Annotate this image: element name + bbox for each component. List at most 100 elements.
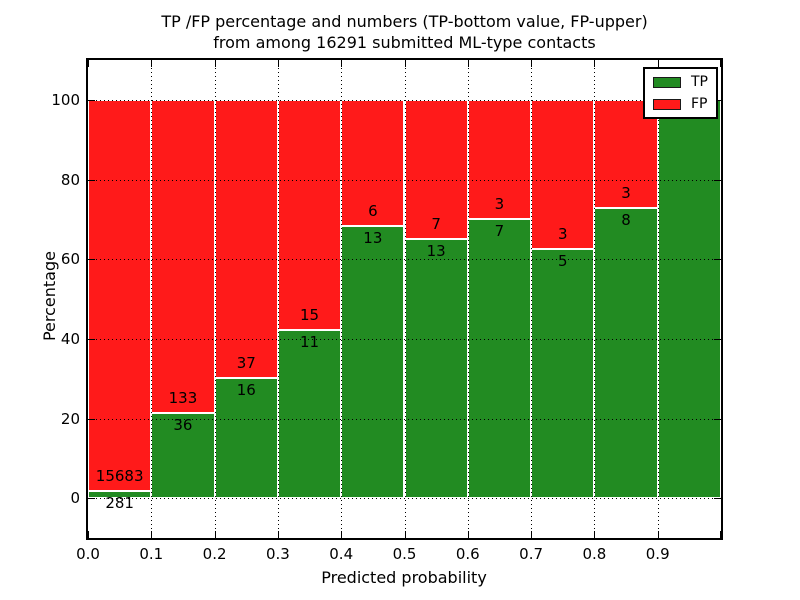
x-tick-label: 0.9 xyxy=(645,545,670,563)
fp-count-label: 7 xyxy=(431,215,441,234)
y-axis-label: Percentage xyxy=(40,251,59,342)
legend-tp-label: TP xyxy=(691,74,708,90)
y-tick-mark xyxy=(714,338,721,340)
y-tick-mark xyxy=(88,498,95,500)
y-tick-mark xyxy=(88,259,95,261)
fp-count-label: 3 xyxy=(494,195,505,214)
y-tick-mark xyxy=(714,418,721,420)
tp-count-label: 16 xyxy=(236,380,256,399)
bar-fp-segment xyxy=(214,99,278,378)
tp-count-label: 13 xyxy=(363,228,383,247)
bar-tp-segment xyxy=(467,219,532,499)
fp-count-label: 15 xyxy=(300,305,320,324)
bar-fp-segment xyxy=(151,99,215,414)
bar-fp-segment xyxy=(341,99,405,226)
v-gridline xyxy=(594,60,596,538)
x-axis-label: Predicted probability xyxy=(321,568,487,587)
bar-tp-segment xyxy=(277,329,342,499)
x-tick-mark xyxy=(404,60,406,67)
x-tick-label: 0.5 xyxy=(392,545,417,563)
bar-tp-segment xyxy=(341,225,405,499)
bar-tp-segment xyxy=(88,491,152,499)
x-tick-label: 0.0 xyxy=(76,545,100,563)
x-tick-mark xyxy=(151,60,153,67)
fp-count-label: 15683 xyxy=(95,467,144,486)
legend: TP FP xyxy=(643,67,718,119)
x-tick-mark xyxy=(277,60,279,67)
x-tick-label: 0.1 xyxy=(139,545,164,563)
x-tick-mark xyxy=(594,60,596,67)
x-tick-mark xyxy=(277,531,279,538)
x-tick-mark xyxy=(151,531,153,538)
fp-count-label: 133 xyxy=(168,389,198,408)
y-tick-mark xyxy=(88,99,95,101)
x-tick-mark xyxy=(88,531,89,538)
v-gridline xyxy=(404,60,406,538)
x-tick-mark xyxy=(467,60,469,67)
bar-tp-segment xyxy=(531,249,595,499)
v-gridline xyxy=(214,60,216,538)
tp-count-label: 11 xyxy=(300,332,320,351)
y-tick-label: 0 xyxy=(70,489,80,508)
v-gridline xyxy=(151,60,153,538)
tp-count-label: 281 xyxy=(105,494,134,513)
chart-title: TP /FP percentage and numbers (TP-bottom… xyxy=(88,11,721,53)
v-gridline xyxy=(531,60,533,538)
chart-title-line2: from among 16291 submitted ML-type conta… xyxy=(213,33,596,52)
y-tick-label: 100 xyxy=(51,90,80,109)
fp-count-label: 3 xyxy=(621,184,631,203)
y-tick-mark xyxy=(714,259,721,261)
x-tick-label: 0.2 xyxy=(202,545,227,563)
x-tick-mark xyxy=(341,531,343,538)
x-tick-mark xyxy=(88,60,89,67)
legend-item-fp: FP xyxy=(653,97,708,111)
x-tick-mark xyxy=(657,60,659,67)
x-tick-mark xyxy=(214,531,216,538)
x-tick-mark xyxy=(594,531,596,538)
y-tick-mark xyxy=(88,418,95,420)
fp-count-label: 6 xyxy=(368,201,378,220)
legend-fp-label: FP xyxy=(691,96,708,112)
y-tick-mark xyxy=(88,179,95,181)
y-tick-mark xyxy=(714,498,721,500)
bar-tp-segment xyxy=(594,208,658,499)
x-tick-label: 0.3 xyxy=(265,545,290,563)
x-tick-label: 0.4 xyxy=(329,545,354,563)
x-tick-mark xyxy=(531,60,533,67)
x-tick-mark xyxy=(404,531,406,538)
y-tick-label: 40 xyxy=(60,329,80,348)
x-tick-mark xyxy=(531,531,533,538)
x-tick-mark xyxy=(214,60,216,67)
y-tick-mark xyxy=(88,338,95,340)
v-gridline xyxy=(467,60,469,538)
x-tick-mark xyxy=(467,531,469,538)
fp-count-label: 37 xyxy=(236,353,256,372)
x-tick-mark xyxy=(720,531,721,538)
legend-fp-swatch xyxy=(653,98,681,110)
plot-area: 15683281133363716151161371337353811 TP F… xyxy=(86,58,723,540)
bar-tp-segment xyxy=(151,413,215,499)
tp-count-label: 7 xyxy=(494,222,505,241)
chart-title-line1: TP /FP percentage and numbers (TP-bottom… xyxy=(161,12,648,31)
tp-count-label: 36 xyxy=(173,416,193,435)
tp-count-label: 5 xyxy=(557,252,568,271)
x-tick-mark xyxy=(341,60,343,67)
bar-fp-segment xyxy=(531,99,595,250)
bar-tp-segment xyxy=(657,99,721,499)
legend-tp-swatch xyxy=(653,76,681,88)
legend-item-tp: TP xyxy=(653,75,708,89)
v-gridline xyxy=(341,60,343,538)
y-tick-label: 80 xyxy=(60,170,80,189)
bar-fp-segment xyxy=(277,99,342,330)
y-tick-label: 60 xyxy=(60,250,80,269)
fp-count-label: 3 xyxy=(557,225,568,244)
y-tick-label: 20 xyxy=(60,409,80,428)
v-gridline xyxy=(277,60,279,538)
bar-tp-segment xyxy=(404,239,468,499)
tp-count-label: 13 xyxy=(426,242,446,261)
x-tick-label: 0.7 xyxy=(519,545,544,563)
bar-fp-segment xyxy=(88,99,152,492)
x-tick-label: 0.6 xyxy=(455,545,480,563)
v-gridline xyxy=(657,60,659,538)
